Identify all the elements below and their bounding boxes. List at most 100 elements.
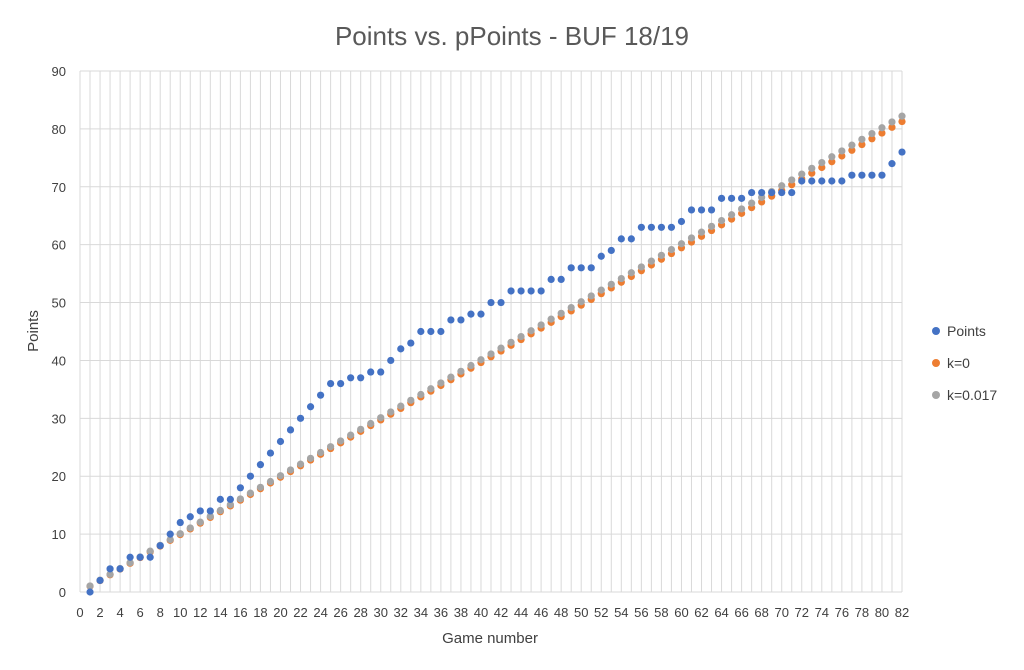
point-points xyxy=(146,553,154,561)
point-k-0-017 xyxy=(226,501,234,509)
x-tick-label: 20 xyxy=(273,605,287,620)
point-points xyxy=(477,310,485,318)
point-points xyxy=(587,264,595,272)
point-points xyxy=(868,171,876,179)
point-k-0-017 xyxy=(457,367,465,375)
point-k-0-017 xyxy=(617,274,625,283)
chart-title: Points vs. pPoints - BUF 18/19 xyxy=(335,21,689,51)
y-tick-label: 80 xyxy=(52,122,66,137)
point-points xyxy=(337,380,345,388)
x-tick-label: 66 xyxy=(734,605,748,620)
point-points xyxy=(898,148,906,156)
point-points xyxy=(517,287,525,295)
point-points xyxy=(768,188,776,197)
point-points xyxy=(367,368,375,376)
point-k-0-017 xyxy=(337,437,345,445)
point-k-0-017 xyxy=(407,396,415,404)
point-k-0-017 xyxy=(427,385,435,393)
x-tick-label: 12 xyxy=(193,605,207,620)
point-k-0-017 xyxy=(447,373,455,381)
point-k-0-017 xyxy=(657,251,666,259)
point-points xyxy=(848,171,856,179)
point-points xyxy=(457,316,465,324)
point-k-0-017 xyxy=(647,257,655,265)
point-points xyxy=(808,177,816,185)
point-k-0-017 xyxy=(467,361,475,370)
point-points xyxy=(276,437,285,446)
point-points xyxy=(607,246,615,255)
point-points xyxy=(306,403,315,411)
point-k-0-017 xyxy=(667,245,676,254)
point-points xyxy=(96,576,104,585)
x-axis-ticks: 0 2 4 6 8 10 12 14 16 18 20 22 24 26 28 30 32 34 36 38 40 42 4… xyxy=(76,605,909,620)
point-k-0 xyxy=(858,140,866,149)
point-k-0-017 xyxy=(106,570,114,578)
gridlines xyxy=(79,70,903,593)
data-points xyxy=(86,112,906,596)
point-points xyxy=(286,426,295,434)
point-points xyxy=(888,160,896,168)
x-tick-label: 42 xyxy=(494,605,508,620)
y-tick-label: 50 xyxy=(52,296,66,311)
point-points xyxy=(798,177,806,185)
x-tick-label: 8 xyxy=(157,605,164,620)
point-k-0-017 xyxy=(687,234,696,242)
point-k-0-017 xyxy=(357,425,365,433)
point-k-0-017 xyxy=(707,222,716,230)
point-k-0-017 xyxy=(878,124,886,132)
point-k-0-017 xyxy=(477,356,485,364)
point-k-0-017 xyxy=(868,129,876,138)
point-points xyxy=(547,275,555,283)
x-tick-label: 16 xyxy=(233,605,247,620)
x-tick-label: 70 xyxy=(774,605,788,620)
point-points xyxy=(707,206,716,214)
x-tick-label: 74 xyxy=(815,605,829,620)
point-k-0-017 xyxy=(808,164,816,172)
point-k-0-017 xyxy=(738,205,746,213)
point-k-0-017 xyxy=(527,327,535,335)
x-tick-label: 46 xyxy=(534,605,548,620)
point-k-0-017 xyxy=(677,240,686,248)
point-points xyxy=(577,264,585,272)
point-k-0-017 xyxy=(316,448,325,457)
legend: Points k=0 k=0.017 xyxy=(932,323,997,403)
point-points xyxy=(537,287,545,295)
point-points xyxy=(156,542,164,550)
point-k-0-017 xyxy=(387,408,395,416)
point-points xyxy=(858,171,866,179)
point-points xyxy=(567,264,575,272)
point-points xyxy=(717,194,726,202)
point-points xyxy=(727,194,736,202)
point-k-0-017 xyxy=(727,211,736,219)
point-k-0 xyxy=(898,117,906,126)
point-k-0-017 xyxy=(196,518,204,526)
x-tick-label: 80 xyxy=(875,605,889,620)
point-points xyxy=(527,287,535,295)
point-points xyxy=(417,327,425,336)
point-k-0-017 xyxy=(306,454,315,462)
point-k-0-017 xyxy=(347,431,355,439)
point-k-0-017 xyxy=(276,472,285,480)
point-points xyxy=(136,553,144,561)
point-k-0 xyxy=(868,135,876,143)
y-axis-label: Points xyxy=(25,310,42,352)
y-tick-label: 10 xyxy=(52,527,66,542)
point-points xyxy=(206,507,214,515)
point-k-0-017 xyxy=(397,402,405,410)
point-points xyxy=(677,217,686,226)
point-points xyxy=(397,345,405,353)
point-k-0-017 xyxy=(898,112,906,120)
point-k-0-017 xyxy=(557,309,565,317)
point-k-0-017 xyxy=(266,477,275,486)
point-points xyxy=(196,507,204,515)
point-k-0-017 xyxy=(567,303,575,312)
point-k-0-017 xyxy=(517,332,525,341)
point-k-0 xyxy=(828,158,836,166)
x-axis-label: Game number xyxy=(442,630,538,647)
point-k-0 xyxy=(888,123,896,131)
point-points xyxy=(116,565,124,573)
point-k-0-017 xyxy=(286,466,295,474)
y-tick-label: 0 xyxy=(59,585,66,600)
point-points xyxy=(627,235,635,243)
point-k-0-017 xyxy=(848,141,856,149)
